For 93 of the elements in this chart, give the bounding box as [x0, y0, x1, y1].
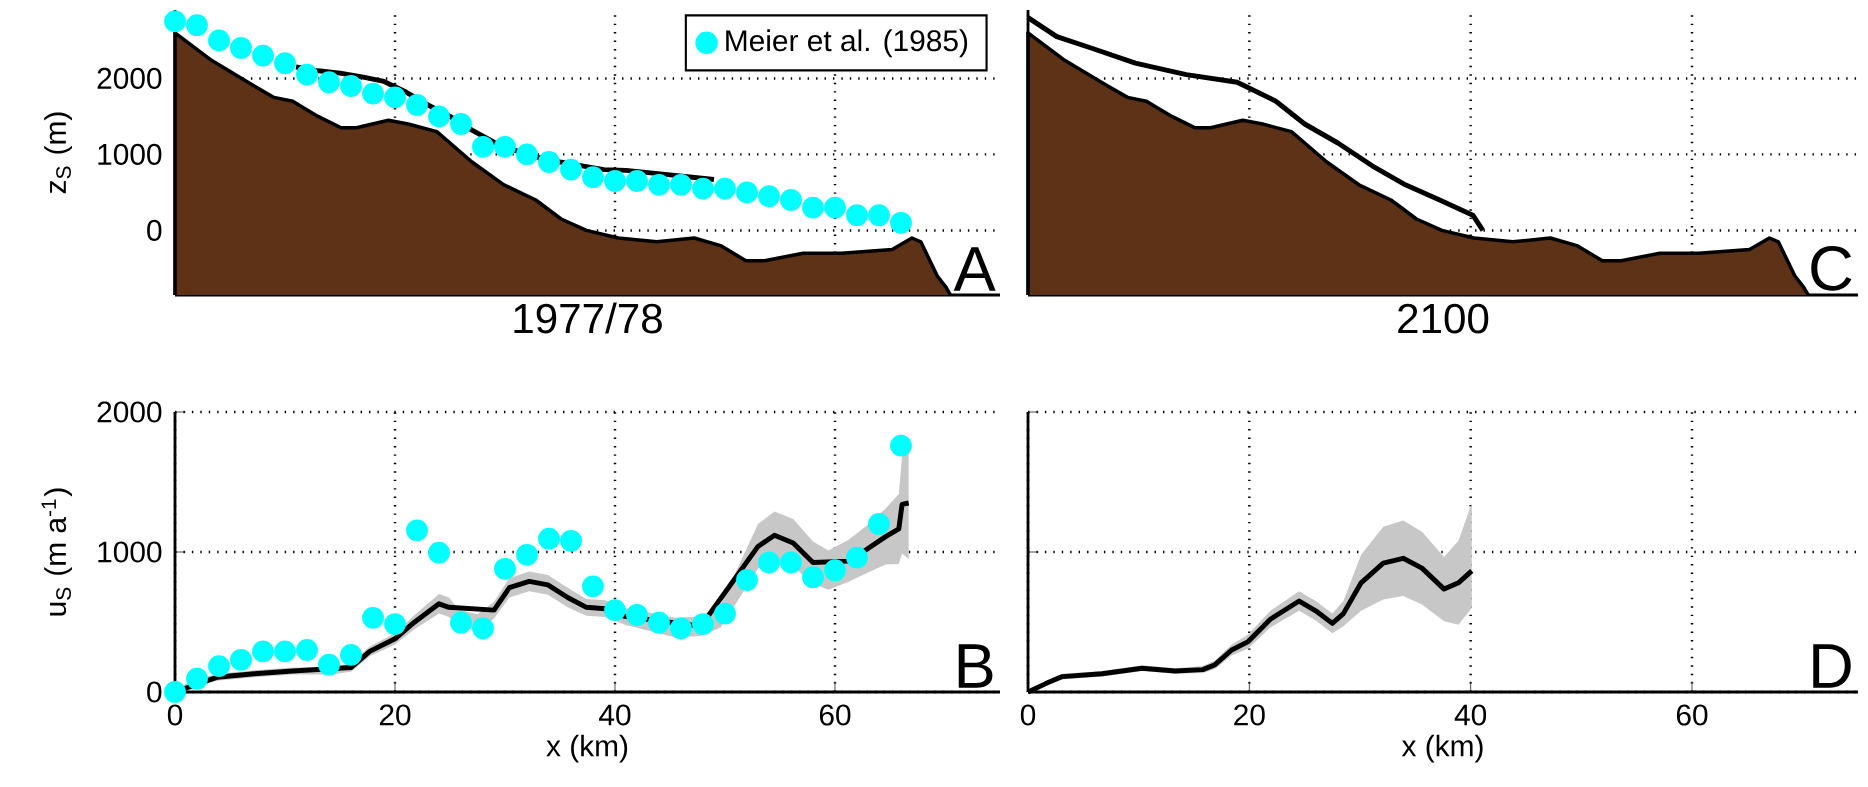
point [428, 105, 450, 128]
point [736, 181, 758, 204]
point [494, 135, 516, 158]
point [516, 143, 538, 166]
point [560, 529, 582, 552]
point [186, 667, 208, 690]
point [714, 177, 736, 200]
point [824, 559, 846, 582]
point [406, 94, 428, 116]
point [186, 14, 208, 37]
point [340, 75, 362, 97]
x-tick-label: 60 [819, 704, 851, 726]
point [604, 170, 626, 192]
point [274, 640, 296, 663]
point [802, 196, 824, 219]
point [450, 611, 472, 634]
point [890, 211, 912, 234]
point [296, 639, 318, 661]
point [780, 551, 802, 574]
point [208, 655, 230, 678]
point [670, 173, 692, 196]
point [868, 513, 890, 535]
annotation: C [1811, 245, 1852, 291]
x-tick-label: 40 [1454, 704, 1487, 726]
y-tick-label: 1000 [98, 143, 162, 165]
point [318, 653, 340, 676]
point [252, 640, 274, 663]
point [692, 177, 714, 200]
y-tick-label: 2000 [97, 67, 162, 89]
x-tick-label: 60 [1676, 704, 1708, 726]
point [362, 606, 384, 629]
point [648, 611, 670, 634]
x-axis-title: x (km) [1401, 734, 1483, 763]
point [648, 173, 670, 196]
x-tick-label: 20 [379, 704, 411, 726]
chart-title: 1977/78 [514, 302, 662, 334]
annotation: A [953, 247, 996, 291]
point [758, 551, 780, 574]
x-tick-label: 40 [599, 704, 631, 726]
point [472, 135, 494, 158]
x-tick-label: 0 [167, 704, 183, 726]
y-tick-label: 1000 [98, 541, 162, 563]
point [362, 82, 384, 105]
x-tick-label: 0 [1020, 704, 1036, 726]
point [428, 541, 450, 564]
point [450, 113, 472, 135]
point [538, 527, 560, 550]
point [516, 543, 538, 566]
y-tick-label: 0 [147, 219, 162, 241]
point [582, 575, 604, 598]
y-axis-title: z$_{S}$ (m) [44, 112, 72, 194]
point [406, 519, 428, 542]
x-axis-title: x (km) [546, 734, 628, 763]
point [296, 63, 318, 86]
point [670, 617, 692, 640]
point [384, 613, 406, 636]
legend-label: Meier et al. (1985) [726, 29, 968, 58]
point [714, 602, 736, 625]
point [230, 37, 252, 59]
point [538, 151, 560, 173]
y-tick-label: 0 [147, 681, 162, 703]
point [824, 196, 846, 219]
point [230, 648, 252, 671]
point [560, 158, 582, 181]
point [692, 613, 714, 636]
point [274, 52, 296, 75]
point [846, 546, 868, 569]
point [582, 166, 604, 189]
annotation: D [1813, 644, 1851, 688]
y-tick-label: 2000 [97, 401, 162, 423]
point [340, 644, 362, 666]
point [802, 566, 824, 589]
chart-title: 2100 [1398, 303, 1489, 334]
point [164, 681, 186, 703]
point [758, 185, 780, 208]
point [626, 604, 648, 626]
y-axis-title: u$_{S}$ (m a$^{-1}$) [41, 488, 72, 616]
point [890, 434, 912, 457]
point [736, 569, 758, 591]
point [472, 617, 494, 640]
point [208, 29, 230, 52]
point [846, 204, 868, 227]
point [164, 10, 186, 33]
point [384, 86, 406, 109]
point [604, 599, 626, 622]
point [252, 44, 274, 67]
point [626, 170, 648, 192]
point [318, 71, 340, 94]
annotation: B [958, 644, 993, 688]
point [494, 557, 516, 580]
point [780, 189, 802, 211]
x-tick-label: 20 [1234, 704, 1265, 726]
point [868, 204, 890, 227]
